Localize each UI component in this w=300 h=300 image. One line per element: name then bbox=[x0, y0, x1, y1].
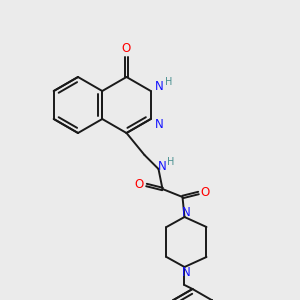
Text: N: N bbox=[155, 118, 164, 130]
Text: H: H bbox=[165, 77, 172, 87]
Text: O: O bbox=[122, 43, 131, 56]
Text: O: O bbox=[201, 185, 210, 199]
Text: N: N bbox=[158, 160, 167, 173]
Text: N: N bbox=[182, 206, 191, 220]
Text: O: O bbox=[135, 178, 144, 190]
Text: N: N bbox=[155, 80, 164, 92]
Text: N: N bbox=[182, 266, 191, 278]
Text: H: H bbox=[167, 157, 174, 167]
